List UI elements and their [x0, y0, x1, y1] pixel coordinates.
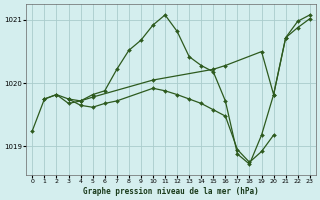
- X-axis label: Graphe pression niveau de la mer (hPa): Graphe pression niveau de la mer (hPa): [83, 187, 259, 196]
